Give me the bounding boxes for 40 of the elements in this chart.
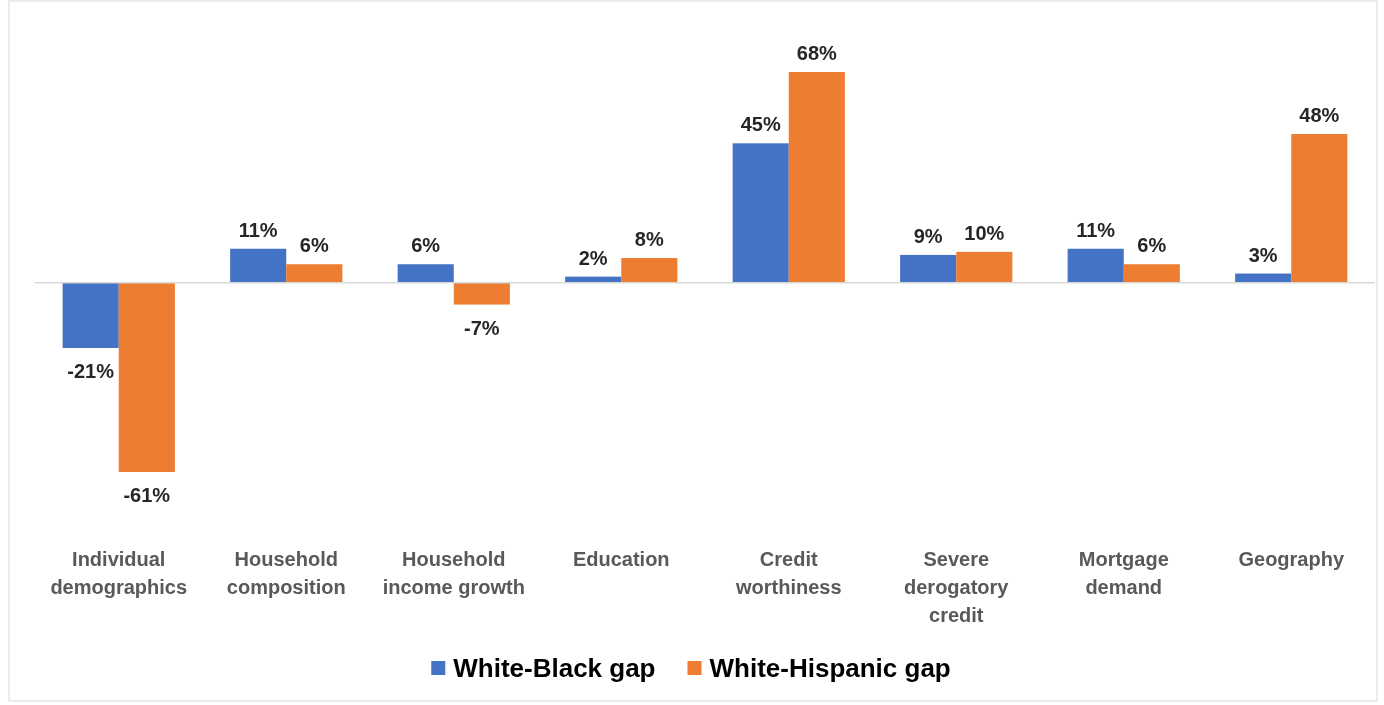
x-tick-label: Geography	[1238, 548, 1345, 570]
data-label: -61%	[123, 484, 171, 506]
bar	[1123, 264, 1180, 283]
data-label: 10%	[964, 221, 1005, 244]
x-tick-label: Household composition	[226, 548, 346, 598]
x-tick-label: Mortgage demand	[1078, 548, 1169, 598]
data-label: 2%	[578, 246, 608, 269]
x-tick-label: Severe derogatory credit	[904, 548, 1010, 626]
data-label: 3%	[1248, 243, 1278, 266]
bar	[956, 251, 1013, 283]
bar	[62, 282, 119, 348]
data-label: 45%	[740, 113, 781, 136]
bar	[118, 282, 175, 472]
data-label: 6%	[1137, 234, 1167, 257]
x-tick-label: Education	[572, 548, 670, 570]
bar	[621, 258, 678, 283]
bar	[788, 72, 845, 283]
x-tick-label: Individual demographics	[50, 548, 188, 598]
bar	[1067, 248, 1124, 283]
data-label: 6%	[299, 234, 329, 257]
bar	[732, 143, 789, 283]
x-tick-label: Household income growth	[382, 548, 525, 598]
bar	[900, 254, 957, 283]
x-tick-label: Credit worthiness	[734, 548, 842, 598]
bar	[286, 264, 343, 283]
data-label: 48%	[1299, 104, 1340, 127]
data-label: 68%	[796, 42, 838, 64]
data-label: 11%	[1076, 218, 1116, 241]
bar	[230, 248, 287, 283]
bar	[453, 282, 510, 305]
bar	[397, 264, 454, 283]
legend-label: White-Hispanic gap	[709, 653, 951, 683]
bar	[1291, 134, 1348, 283]
data-label: -21%	[67, 359, 115, 382]
legend-label: White-Black gap	[453, 653, 656, 683]
data-label: -7%	[464, 316, 500, 339]
data-label: 6%	[411, 234, 441, 257]
data-label: 9%	[913, 224, 943, 247]
data-label: 8%	[634, 228, 664, 251]
data-label: 11%	[238, 218, 278, 241]
